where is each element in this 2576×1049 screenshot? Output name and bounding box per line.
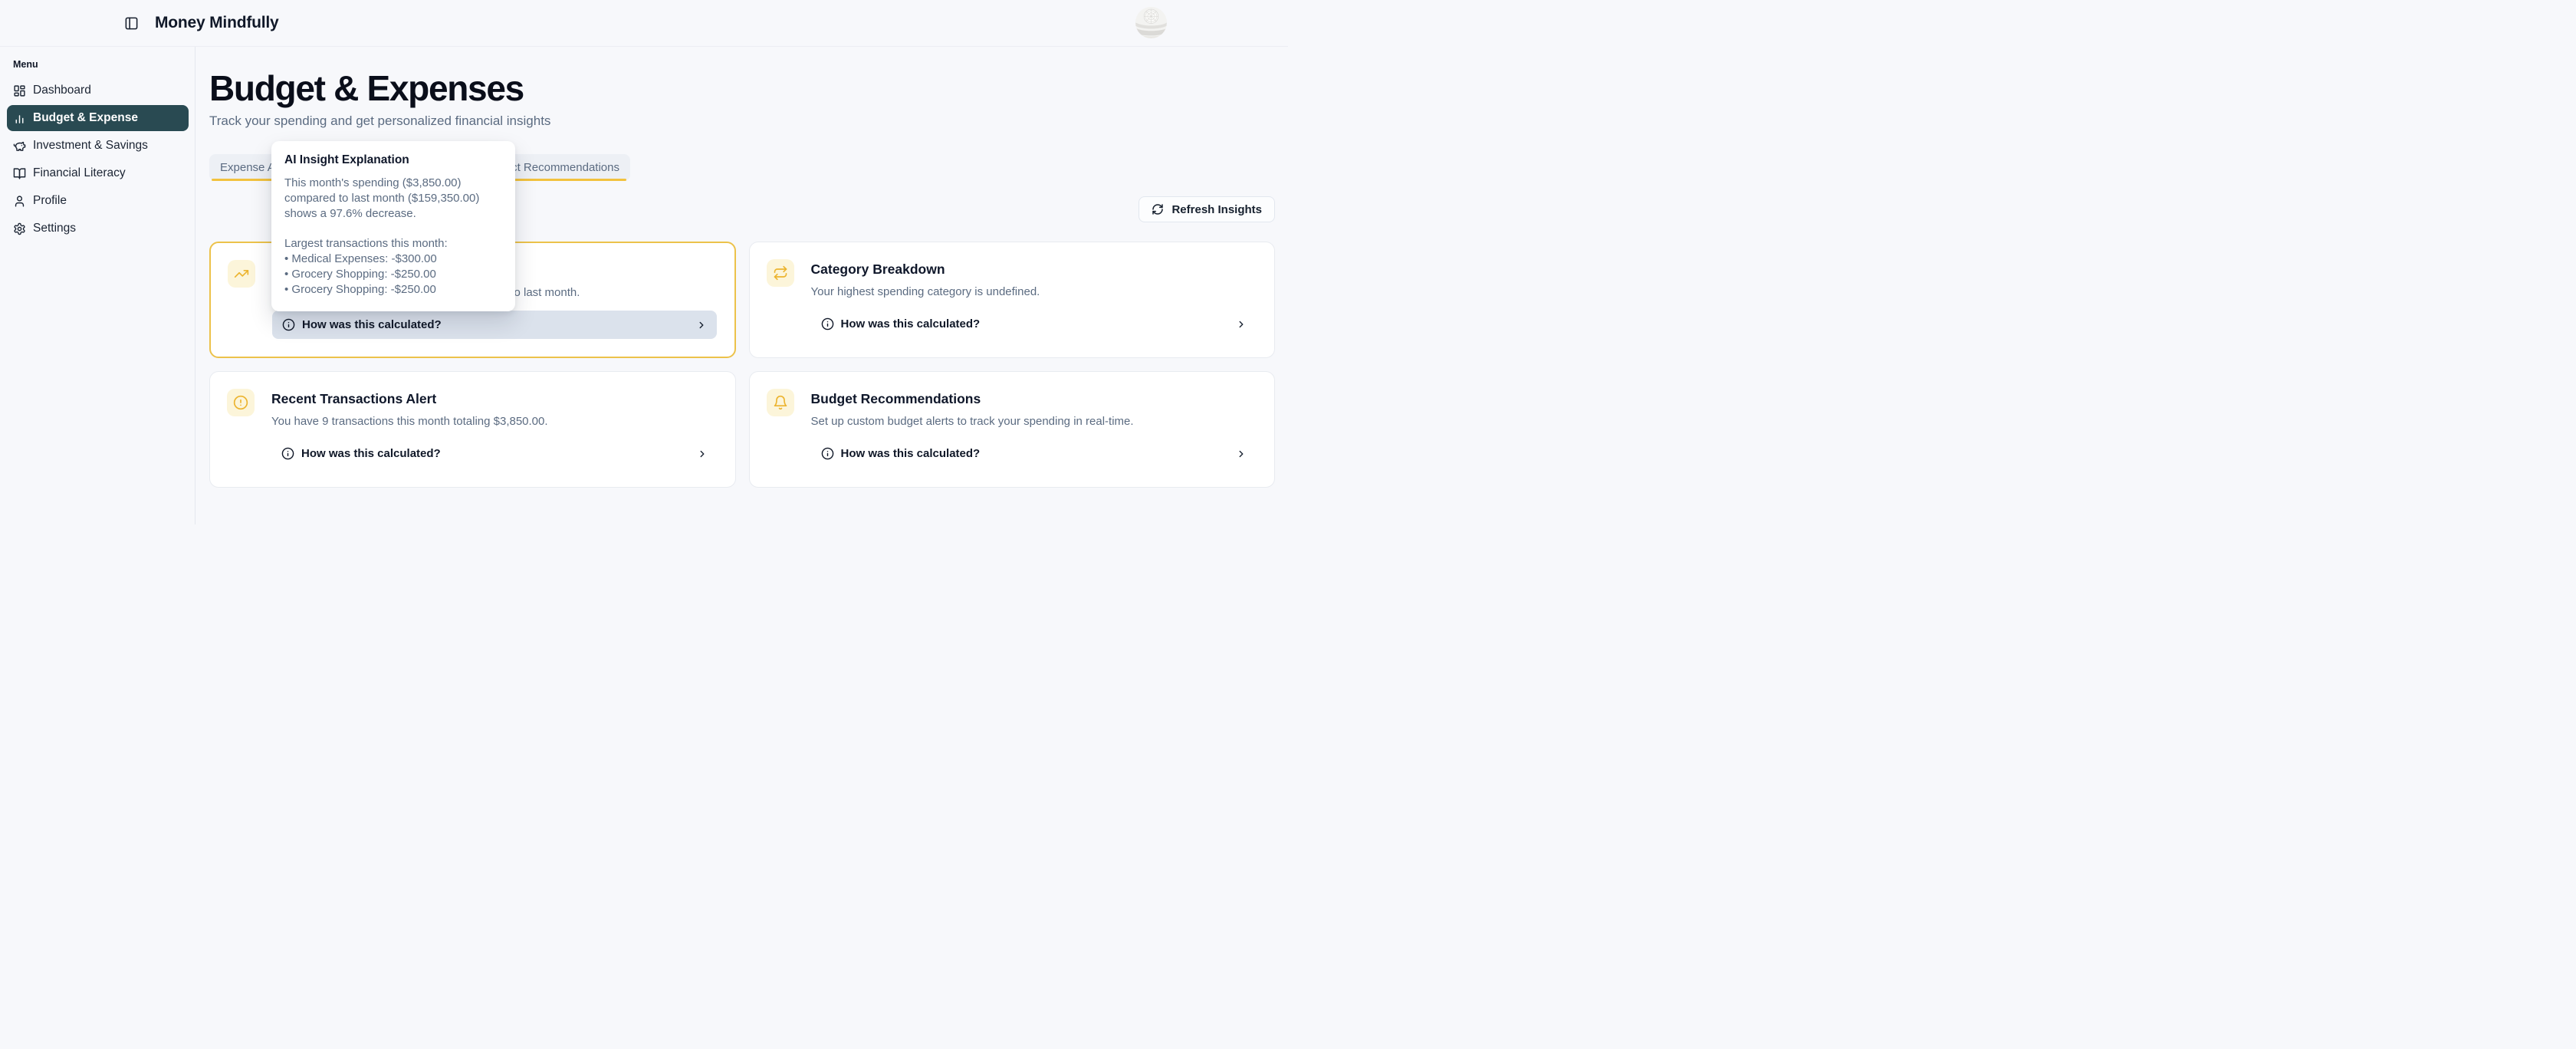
refresh-label: Refresh Insights [1171, 202, 1262, 216]
bell-icon [766, 389, 794, 417]
gear-icon [13, 222, 26, 235]
sidebar-item-label: Financial Literacy [33, 166, 126, 179]
card-category-breakdown: Category Breakdown Your highest spending… [748, 242, 1275, 359]
dashboard-icon [13, 84, 26, 97]
how-calculated-button[interactable]: How was this calculated? [811, 310, 1257, 338]
tooltip-transactions-heading: Largest transactions this month: [284, 237, 448, 251]
tooltip-spacer [284, 221, 502, 236]
how-calculated-label: How was this calculated? [302, 318, 442, 332]
sidebar-item-dashboard[interactable]: Dashboard [7, 77, 189, 104]
chevron-right-icon [697, 449, 708, 459]
tooltip-transaction-item: • Medical Expenses: -$300.00 [284, 252, 437, 266]
book-open-icon [13, 167, 26, 180]
trending-up-icon [228, 260, 255, 288]
sidebar-item-settings[interactable]: Settings [7, 215, 189, 242]
piggy-bank-icon [13, 140, 26, 153]
app-header: Money Mindfully [0, 0, 1288, 47]
tooltip-title: AI Insight Explanation [284, 153, 409, 166]
card-budget-recommendations: Budget Recommendations Set up custom bud… [748, 371, 1275, 488]
sidebar-item-label: Dashboard [33, 84, 91, 97]
chevron-right-icon [1236, 319, 1247, 330]
how-calculated-button[interactable]: How was this calculated? [272, 311, 717, 340]
alert-circle-icon [227, 389, 255, 417]
refresh-insights-button[interactable]: Refresh Insights [1138, 196, 1275, 223]
card-description: Your highest spending category is undefi… [810, 285, 1040, 299]
card-description: Set up custom budget alerts to track you… [810, 415, 1134, 429]
card-title: Category Breakdown [810, 261, 945, 278]
info-icon [821, 447, 834, 460]
card-description: You have 9 transactions this month total… [271, 415, 548, 429]
sidebar-item-budget-expense[interactable]: Budget & Expense [7, 105, 189, 131]
tooltip-paragraph: This month's spending ($3,850.00) compar… [284, 176, 480, 220]
tooltip-transaction-item: • Grocery Shopping: -$250.00 [284, 282, 436, 296]
card-title: Recent Transactions Alert [271, 391, 437, 407]
toolbar: Refresh Insights [209, 196, 1275, 223]
info-icon [282, 318, 295, 331]
sidebar-item-investment-savings[interactable]: Investment & Savings [7, 133, 189, 159]
sidebar-item-financial-literacy[interactable]: Financial Literacy [7, 160, 189, 186]
chevron-right-icon [1236, 449, 1247, 459]
insight-cards: Your spending decreased by 97.6% compare… [209, 242, 1275, 488]
sidebar-item-label: Budget & Expense [33, 111, 138, 124]
sidebar-toggle-icon[interactable] [124, 16, 139, 31]
page-title: Budget & Expenses [209, 68, 524, 108]
sidebar-item-label: Profile [33, 194, 67, 207]
card-recent-transactions: Recent Transactions Alert You have 9 tra… [209, 371, 736, 488]
how-calculated-label: How was this calculated? [840, 447, 981, 461]
chevron-right-icon [696, 320, 707, 330]
bar-chart-icon [13, 112, 26, 125]
sidebar-item-label: Settings [33, 222, 77, 235]
page-subtitle: Track your spending and get personalized… [209, 113, 551, 129]
tooltip-transaction-item: • Grocery Shopping: -$250.00 [284, 267, 436, 281]
sidebar-section-label: Menu [13, 59, 38, 70]
how-calculated-button[interactable]: How was this calculated? [271, 439, 718, 468]
avatar-image [1135, 7, 1167, 38]
tab-product-recommendations[interactable]: Product Recommendations [481, 161, 619, 175]
app-title: Money Mindfully [155, 14, 279, 31]
user-icon [13, 195, 26, 208]
info-icon [821, 317, 834, 330]
refresh-icon [1152, 203, 1164, 215]
how-calculated-label: How was this calculated? [301, 447, 441, 461]
avatar[interactable] [1135, 7, 1167, 38]
main-content: Budget & Expenses Track your spending an… [196, 47, 1288, 524]
card-title: Budget Recommendations [810, 391, 981, 407]
repeat-icon [766, 259, 794, 288]
how-calculated-button[interactable]: How was this calculated? [811, 439, 1257, 468]
sidebar: Menu Dashboard Budget & Expense Investme… [0, 47, 196, 524]
sidebar-item-profile[interactable]: Profile [7, 188, 189, 214]
info-icon [281, 447, 294, 460]
sidebar-item-label: Investment & Savings [33, 139, 148, 152]
ai-insight-tooltip: AI Insight Explanation This month's spen… [271, 141, 515, 311]
how-calculated-label: How was this calculated? [840, 317, 981, 331]
